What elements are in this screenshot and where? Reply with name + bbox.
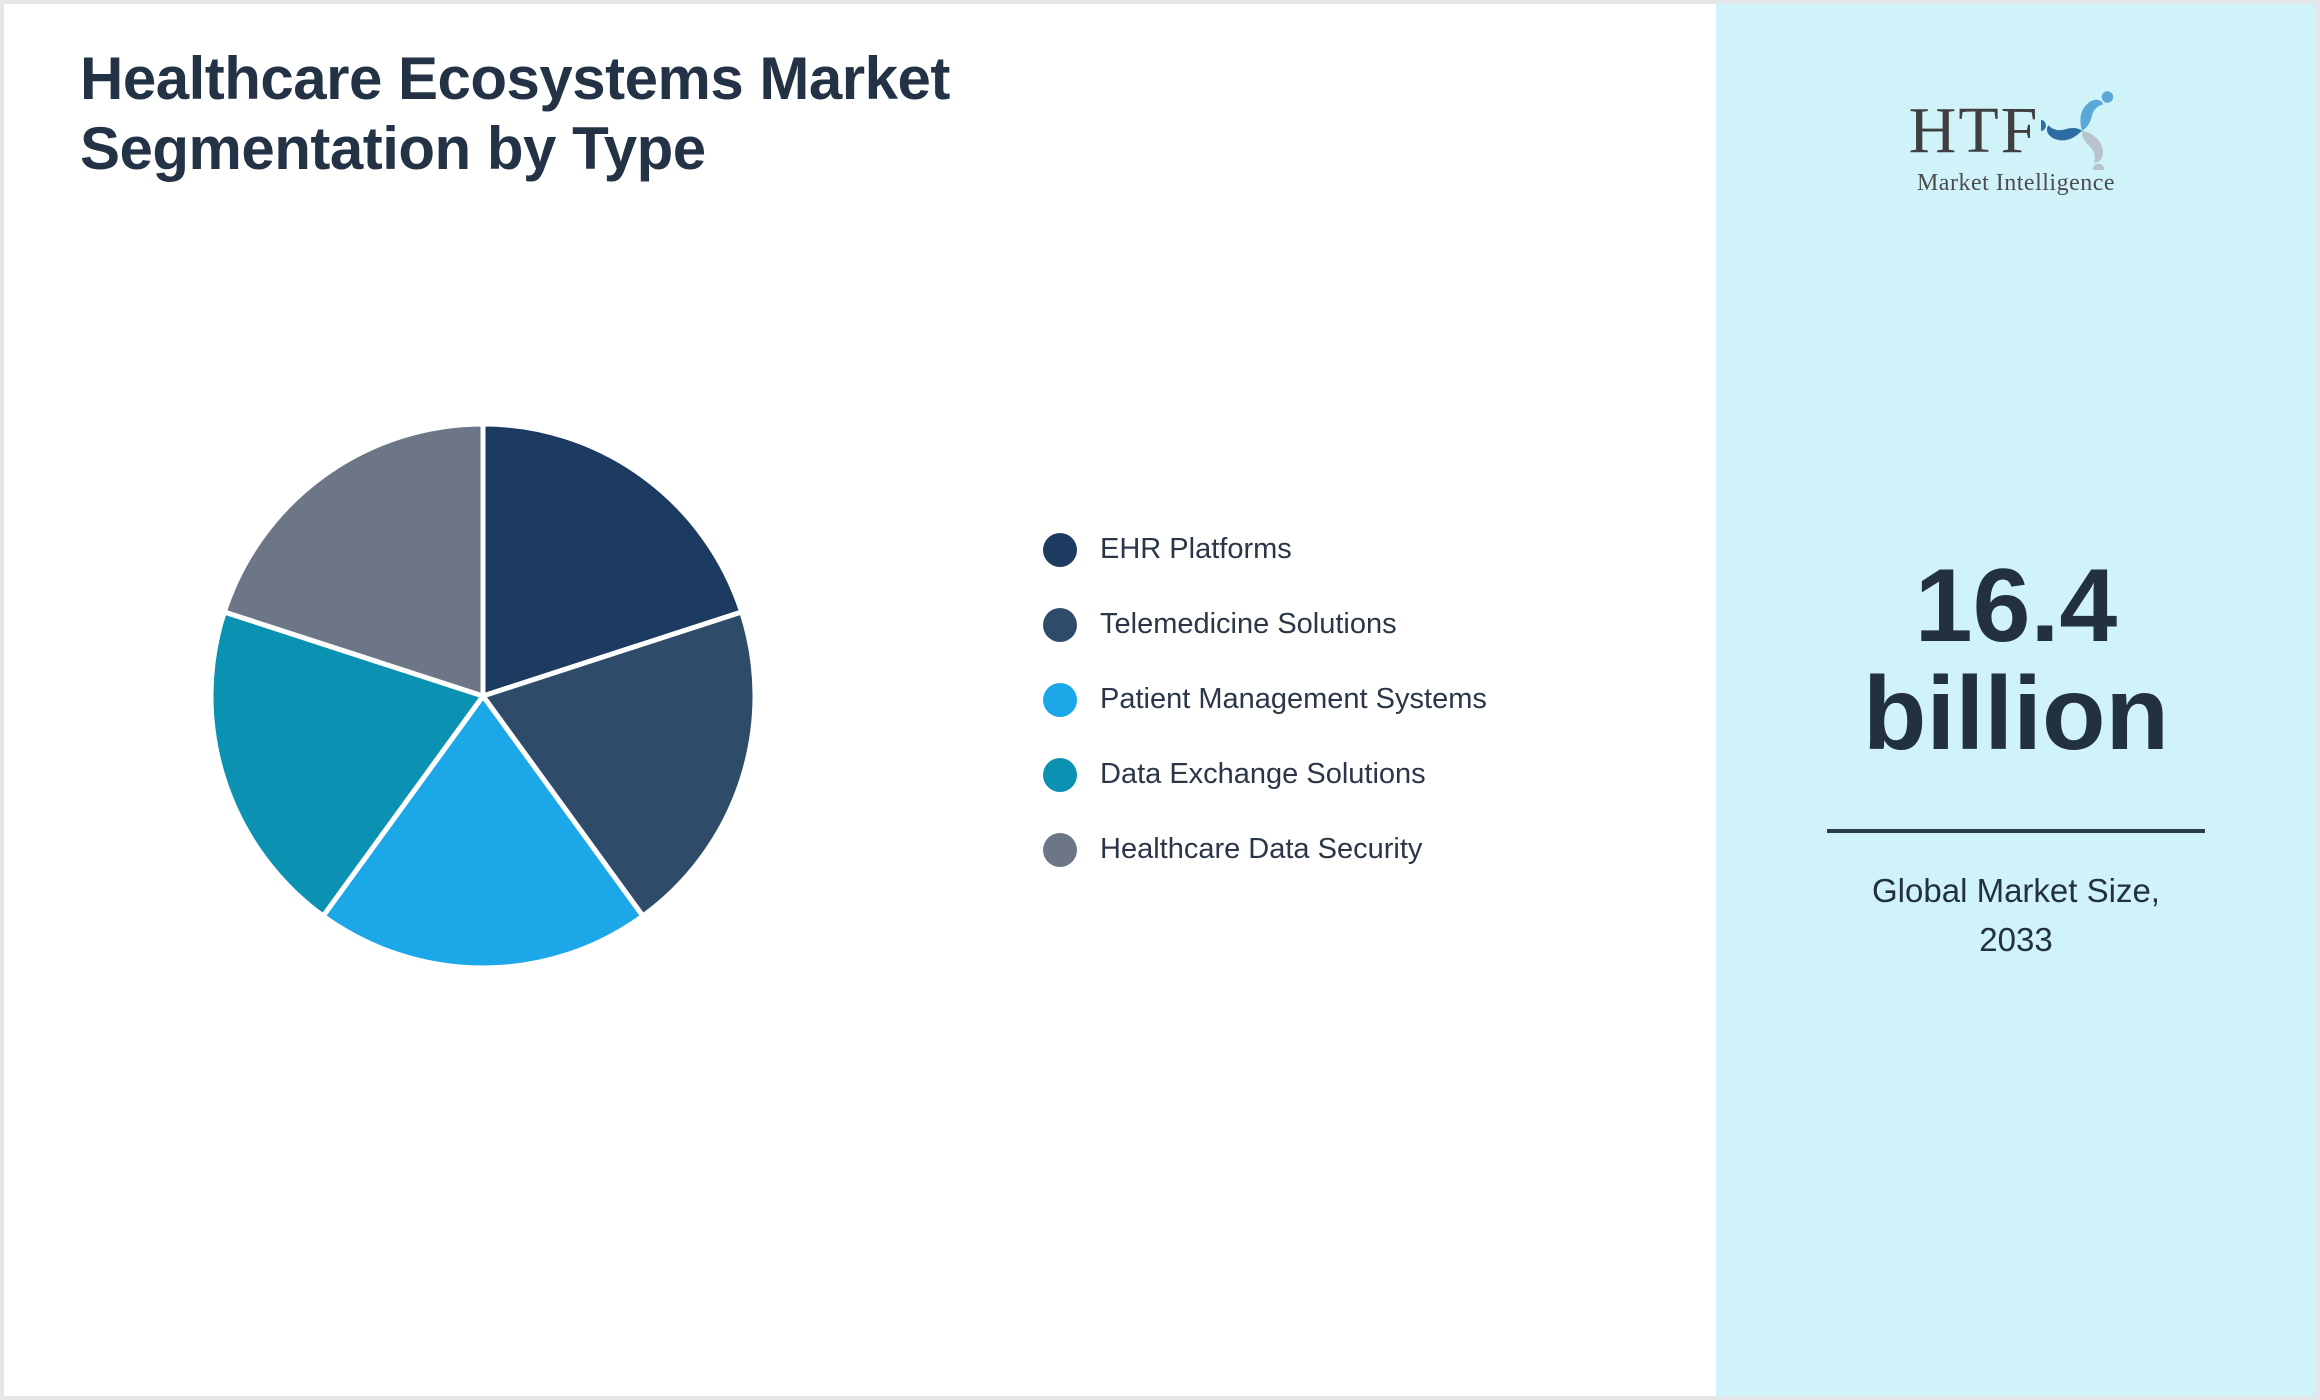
page-title-line2: Segmentation by Type (80, 115, 706, 182)
pie-chart-svg (208, 421, 758, 971)
legend-item: EHR Platforms (1043, 512, 1487, 587)
htf-logo-row: HTF (1909, 88, 2124, 170)
sidebar: HTF Market Intelligence (1716, 4, 2316, 1396)
market-size-value: 16.4 billion (1716, 552, 2316, 768)
htf-swirl-icon (2041, 91, 2114, 170)
pie-slice (320, 693, 646, 971)
market-size-caption: Global Market Size, 2033 (1716, 866, 2316, 964)
legend-color-dot (1043, 682, 1077, 717)
pie-slice (208, 609, 486, 919)
legend-label: Telemedicine Solutions (1100, 608, 1397, 640)
swirl-figure-right (2041, 119, 2083, 141)
page-title: Healthcare Ecosystems Market Segmentatio… (80, 44, 950, 184)
htf-logo: HTF Market Intelligence (1716, 88, 2316, 197)
legend-label: Healthcare Data Security (1100, 833, 1423, 865)
pie-slice (480, 421, 745, 699)
legend-color-dot (1043, 832, 1077, 867)
legend-label: Data Exchange Solutions (1100, 758, 1426, 790)
htf-logo-subtext: Market Intelligence (1916, 170, 2116, 196)
chart-legend: EHR Platforms Telemedicine Solutions Patie… (1043, 512, 1487, 887)
market-size-number: 16.4 (1914, 548, 2118, 664)
legend-item: Healthcare Data Security (1043, 812, 1487, 887)
pie-slice (221, 421, 486, 699)
legend-item: Telemedicine Solutions (1043, 587, 1487, 662)
legend-color-dot (1043, 757, 1077, 792)
caption-line1: Global Market Size, (1872, 872, 2160, 909)
page-title-line1: Healthcare Ecosystems Market (80, 45, 950, 112)
legend-item: Data Exchange Solutions (1043, 737, 1487, 812)
legend-color-dot (1043, 532, 1077, 567)
pie-chart (205, 418, 761, 974)
caption-line2: 2033 (1979, 921, 2053, 958)
legend-label: EHR Platforms (1100, 533, 1292, 565)
pie-slice (480, 609, 758, 919)
htf-logo-text: HTF (1908, 94, 2040, 167)
legend-label: Patient Management Systems (1100, 683, 1487, 715)
legend-item: Patient Management Systems (1043, 662, 1487, 737)
sidebar-divider (1827, 829, 2205, 833)
swirl-figure-top (2080, 91, 2114, 131)
legend-color-dot (1043, 607, 1077, 642)
swirl-figure-left (2082, 130, 2105, 170)
market-size-unit: billion (1862, 656, 2170, 772)
